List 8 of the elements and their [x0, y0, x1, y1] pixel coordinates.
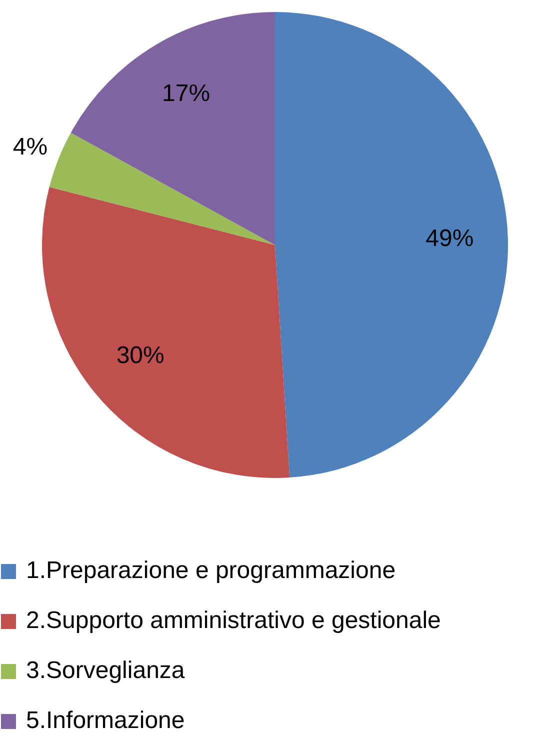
data-label: 49%	[426, 225, 474, 252]
data-label: 30%	[116, 342, 164, 370]
data-label: 17%	[162, 80, 210, 108]
legend-label: 3.Sorveglianza	[26, 657, 185, 685]
data-label: 4%	[12, 134, 48, 161]
legend-label: 1.Preparazione e programmazione	[26, 557, 396, 585]
legend-label: 2.Supporto amministrativo e gestionale	[26, 607, 441, 635]
legend-label: 5.Informazione	[26, 707, 185, 735]
